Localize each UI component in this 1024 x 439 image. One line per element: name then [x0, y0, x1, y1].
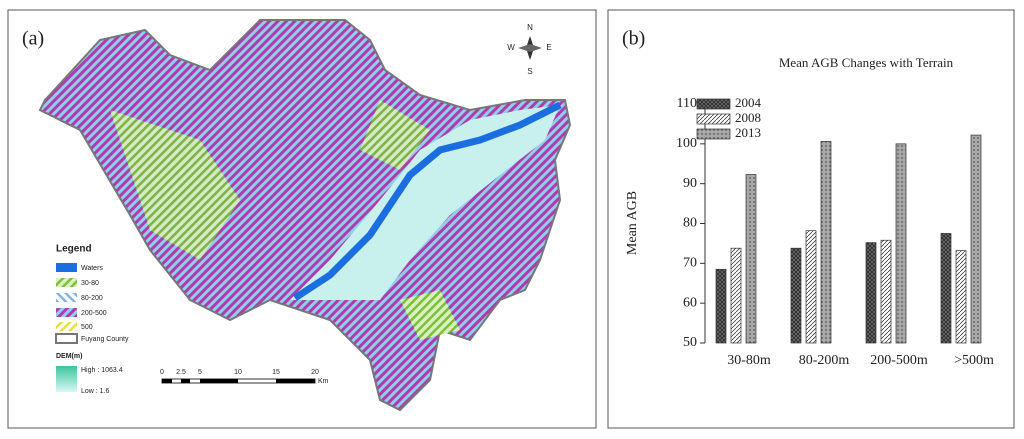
- scale-label: 10: [234, 369, 242, 376]
- terrain-zone: [360, 100, 430, 170]
- legend-title: Legend: [56, 244, 92, 255]
- scale-label: 20: [311, 369, 319, 376]
- y-tick-label: 50: [683, 335, 697, 350]
- y-tick-label: 100: [676, 136, 697, 151]
- bar: [880, 239, 892, 344]
- dem-ramp: [56, 366, 77, 392]
- dem-title: DEM(m): [56, 353, 82, 360]
- legend-label: Fuyang County: [81, 336, 129, 343]
- legend-label: 2008: [735, 110, 761, 125]
- bar: [955, 250, 967, 344]
- bar: [790, 247, 802, 344]
- scale-unit: Km: [318, 378, 329, 385]
- legend-swatch: [56, 322, 77, 331]
- legend-swatch: [696, 98, 731, 110]
- scale-label: 2.5: [176, 369, 186, 376]
- x-tick-label: 200-500m: [870, 353, 928, 368]
- compass-label: W: [507, 43, 515, 52]
- legend-label: 2013: [735, 125, 761, 140]
- bar: [805, 230, 817, 344]
- y-tick-label: 60: [683, 295, 697, 310]
- x-tick-label: 30-80m: [727, 353, 771, 368]
- legend-label: 80-200: [81, 295, 103, 302]
- scale-bar: 0 2.5 5 10 15 20 Km: [160, 369, 329, 385]
- x-tick-label: 80-200m: [799, 353, 850, 368]
- legend-swatch: [56, 263, 77, 272]
- bar: [715, 268, 727, 344]
- legend-swatch: [56, 293, 77, 302]
- bar: [865, 242, 877, 344]
- scale-label: 5: [198, 369, 202, 376]
- y-tick-label: 70: [683, 256, 697, 271]
- legend-label: 30-80: [81, 280, 99, 287]
- terrain-zone: [110, 110, 240, 260]
- panel-frame: [607, 9, 1015, 429]
- legend-swatch: [55, 333, 78, 344]
- legend-label: 200-500: [81, 310, 107, 317]
- legend-swatch: [56, 308, 77, 317]
- compass-label: N: [527, 23, 533, 32]
- y-tick-label: 90: [683, 176, 697, 191]
- bar: [820, 141, 832, 344]
- river: [293, 101, 562, 301]
- legend-label: Waters: [81, 265, 103, 272]
- legend-swatch: [696, 113, 731, 125]
- terrain-zone: [400, 290, 460, 340]
- dem-label: Low : 1.6: [81, 388, 110, 395]
- bar: [895, 143, 907, 344]
- y-axis-label: Mean AGB: [625, 191, 640, 255]
- legend-label: 2004: [735, 95, 762, 110]
- chart-title: Mean AGB Changes with Terrain: [779, 55, 954, 70]
- y-tick-label: 110: [677, 96, 697, 111]
- bar: [730, 247, 742, 344]
- map-panel: (a) N S W E Legend Waters 30-80 80-200 2…: [7, 9, 597, 429]
- panel-label: (a): [22, 28, 44, 50]
- bar: [940, 233, 952, 344]
- compass: N S W E: [507, 23, 551, 76]
- scale-label: 0: [160, 369, 164, 376]
- dem-label: High : 1063.4: [81, 367, 123, 374]
- y-tick-label: 80: [683, 216, 697, 231]
- legend-swatch: [696, 128, 731, 140]
- legend-label: 500: [81, 324, 93, 331]
- compass-label: S: [527, 67, 532, 76]
- legend-swatch: [56, 278, 77, 287]
- compass-label: E: [546, 43, 551, 52]
- panel-label: (b): [622, 28, 645, 50]
- bar: [970, 134, 982, 344]
- bar: [745, 174, 757, 344]
- x-tick-label: >500m: [954, 353, 994, 368]
- scale-label: 15: [272, 369, 280, 376]
